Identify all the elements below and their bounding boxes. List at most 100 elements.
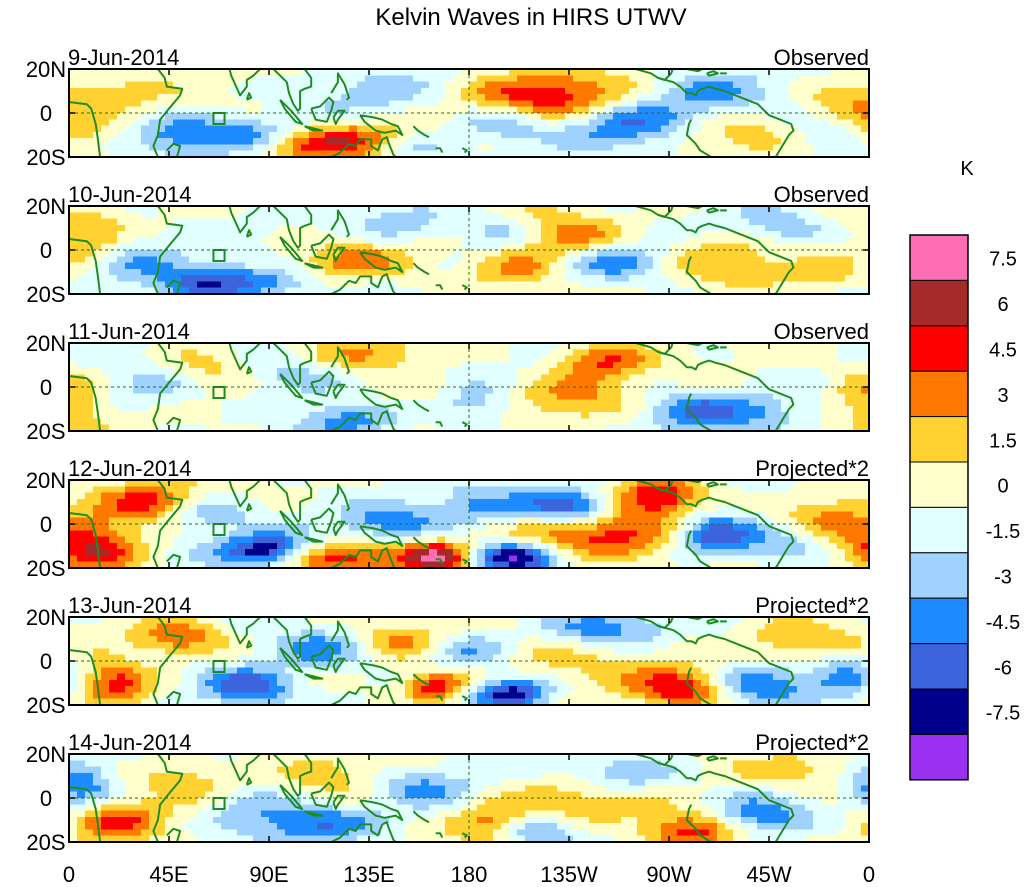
field-cell bbox=[733, 374, 742, 382]
field-cell bbox=[773, 393, 782, 401]
field-cell bbox=[341, 511, 350, 519]
field-cell bbox=[853, 262, 862, 270]
field-cell bbox=[301, 100, 310, 108]
field-cell bbox=[853, 106, 862, 114]
field-cell bbox=[413, 281, 422, 289]
field-cell bbox=[565, 256, 574, 264]
field-cell bbox=[325, 100, 334, 108]
field-cell bbox=[373, 224, 382, 232]
field-cell bbox=[637, 492, 646, 500]
field-cell bbox=[717, 405, 726, 413]
field-cell bbox=[629, 393, 638, 401]
field-cell bbox=[325, 275, 334, 283]
field-cell bbox=[245, 387, 254, 394]
field-cell bbox=[653, 150, 662, 157]
field-cell bbox=[525, 138, 534, 146]
field-cell bbox=[357, 243, 366, 251]
field-cell bbox=[605, 243, 614, 251]
field-cell bbox=[365, 355, 374, 363]
field-cell bbox=[69, 218, 78, 226]
field-cell bbox=[253, 113, 262, 120]
field-cell bbox=[445, 75, 454, 83]
field-cell bbox=[717, 218, 726, 226]
field-cell bbox=[301, 87, 310, 95]
field-cell bbox=[141, 256, 150, 264]
field-cell bbox=[397, 418, 406, 426]
field-cell bbox=[573, 393, 582, 401]
field-cell bbox=[373, 150, 382, 157]
field-cell bbox=[501, 361, 510, 369]
field-cell bbox=[733, 87, 742, 95]
field-cell bbox=[853, 231, 862, 239]
field-cell bbox=[565, 405, 574, 413]
field-cell bbox=[253, 100, 262, 108]
field-cell bbox=[653, 424, 662, 431]
field-cell bbox=[701, 218, 710, 226]
field-cell bbox=[149, 237, 158, 245]
field-cell bbox=[165, 262, 174, 270]
field-cell bbox=[733, 256, 742, 264]
field-cell bbox=[605, 511, 614, 519]
field-cell bbox=[493, 250, 502, 257]
field-cell bbox=[429, 368, 438, 376]
field-cell bbox=[421, 343, 430, 350]
field-cell bbox=[637, 343, 646, 350]
field-cell bbox=[453, 212, 462, 220]
field-cell bbox=[349, 287, 358, 294]
coastline bbox=[69, 375, 102, 431]
field-cell bbox=[701, 212, 710, 220]
field-cell bbox=[157, 287, 166, 294]
field-cell bbox=[133, 206, 142, 213]
field-cell bbox=[77, 361, 86, 369]
field-cell bbox=[365, 231, 374, 239]
field-cell bbox=[69, 69, 78, 76]
field-cell bbox=[125, 138, 134, 146]
field-cell bbox=[437, 138, 446, 146]
field-cell bbox=[725, 361, 734, 369]
field-cell bbox=[125, 275, 134, 283]
field-cell bbox=[509, 480, 518, 487]
field-cell bbox=[645, 380, 654, 388]
field-cell bbox=[485, 144, 494, 152]
field-cell bbox=[357, 218, 366, 226]
field-cell bbox=[149, 399, 158, 407]
field-cell bbox=[301, 361, 310, 369]
field-cell bbox=[773, 256, 782, 264]
field-cell bbox=[141, 486, 150, 494]
field-cell bbox=[509, 287, 518, 294]
field-cell bbox=[829, 268, 838, 276]
field-cell bbox=[485, 368, 494, 376]
field-cell bbox=[661, 511, 670, 519]
field-cell bbox=[189, 100, 198, 108]
field-cell bbox=[429, 256, 438, 264]
field-cell bbox=[77, 287, 86, 294]
field-cell bbox=[821, 492, 830, 500]
field-cell bbox=[861, 374, 869, 382]
field-cell bbox=[181, 281, 190, 289]
field-cell bbox=[597, 218, 606, 226]
field-cell bbox=[797, 138, 806, 146]
field-cell bbox=[237, 231, 246, 239]
field-cell bbox=[845, 125, 854, 133]
field-cell bbox=[237, 492, 246, 500]
field-cell bbox=[413, 268, 422, 276]
field-cell bbox=[101, 281, 110, 289]
field-cell bbox=[837, 262, 846, 270]
field-cell bbox=[717, 412, 726, 420]
field-cell bbox=[653, 349, 662, 357]
field-cell bbox=[301, 119, 310, 127]
field-cell bbox=[197, 150, 206, 157]
field-cell bbox=[741, 131, 750, 139]
field-cell bbox=[69, 224, 78, 232]
field-cell bbox=[789, 69, 798, 76]
field-cell bbox=[645, 256, 654, 264]
field-cell bbox=[621, 243, 630, 251]
field-cell bbox=[461, 69, 470, 76]
field-cell bbox=[301, 349, 310, 357]
field-cell bbox=[253, 218, 262, 226]
field-cell bbox=[197, 424, 206, 431]
field-cell bbox=[541, 256, 550, 264]
field-cell bbox=[749, 393, 758, 401]
field-cell bbox=[413, 418, 422, 426]
field-cell bbox=[253, 486, 262, 494]
